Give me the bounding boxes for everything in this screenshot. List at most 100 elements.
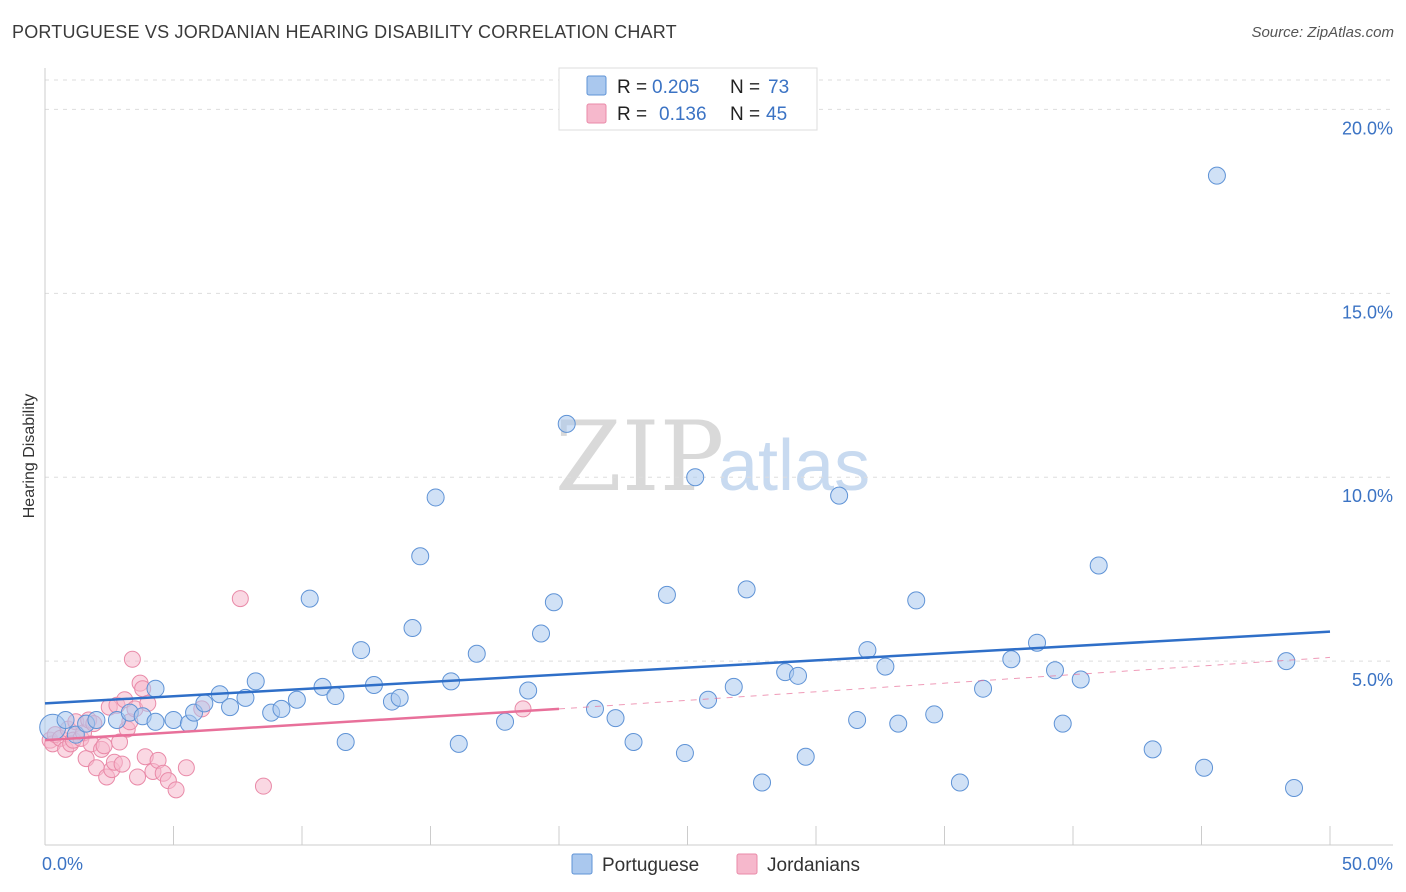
- x-ticks: [44, 826, 1331, 845]
- portuguese-point: [449, 734, 468, 753]
- portuguese-point: [950, 773, 969, 792]
- portuguese-point: [146, 712, 165, 731]
- portuguese-point: [1046, 661, 1065, 680]
- portuguese-point: [496, 712, 515, 731]
- jordanians-trend-line: [44, 707, 560, 742]
- portuguese-point: [1002, 650, 1021, 669]
- portuguese-point: [686, 468, 705, 487]
- legend-n-jordanians: 45: [766, 104, 787, 125]
- jordanians-point: [113, 755, 131, 773]
- portuguese-point: [403, 619, 422, 638]
- portuguese-point: [467, 644, 486, 663]
- jordanians-point: [123, 650, 141, 668]
- x-tick-label-0: 0.0%: [42, 854, 83, 874]
- portuguese-point: [87, 710, 106, 729]
- jordanians-trend-extension: [558, 656, 1331, 710]
- portuguese-point: [1195, 758, 1214, 777]
- portuguese-point: [753, 773, 772, 792]
- portuguese-point: [925, 705, 944, 724]
- jordanians-point: [129, 768, 147, 786]
- jordanians-point: [111, 733, 129, 751]
- portuguese-point: [1207, 166, 1226, 185]
- portuguese-point: [164, 710, 183, 729]
- jordanians-point: [177, 759, 195, 777]
- portuguese-point: [876, 657, 895, 676]
- portuguese-point: [221, 698, 240, 717]
- portuguese-point: [390, 688, 409, 707]
- portuguese-point: [724, 677, 743, 696]
- grid-lines: [45, 79, 1393, 662]
- bottom-legend-jordanians: Jordanians: [767, 855, 860, 876]
- legend-n-label-portuguese: N =: [730, 77, 760, 98]
- portuguese-point: [830, 486, 849, 505]
- bottom-legend-swatch-portuguese: [571, 853, 593, 875]
- y-tick-label: 20.0%: [1342, 118, 1393, 138]
- jordanians-point: [254, 777, 272, 795]
- portuguese-point: [557, 414, 576, 433]
- portuguese-point: [699, 690, 718, 709]
- legend-swatch-jordanians: [586, 103, 607, 124]
- jordanians-point: [95, 737, 113, 755]
- portuguese-point: [796, 747, 815, 766]
- chart-title: PORTUGUESE VS JORDANIAN HEARING DISABILI…: [12, 22, 677, 42]
- y-tick-label: 5.0%: [1352, 670, 1393, 690]
- portuguese-point: [1089, 556, 1108, 575]
- trend-lines: [44, 630, 1331, 742]
- jordanians-point: [231, 590, 249, 608]
- y-tick-label: 10.0%: [1342, 486, 1393, 506]
- portuguese-point: [287, 690, 306, 709]
- portuguese-point: [519, 681, 538, 700]
- y-tick-labels: 5.0% 10.0% 15.0% 20.0%: [1342, 118, 1393, 690]
- portuguese-points: [39, 166, 1304, 797]
- watermark-zip: ZIP: [555, 401, 724, 513]
- legend-r-label-jordanians: R =: [617, 104, 647, 125]
- bottom-legend-portuguese: Portuguese: [602, 855, 699, 876]
- portuguese-point: [544, 593, 563, 612]
- portuguese-point: [1071, 670, 1090, 689]
- portuguese-point: [426, 488, 445, 507]
- stats-legend: R = 0.205 N = 73 R = 0.136 N = 45: [558, 67, 818, 131]
- y-axis-label: Hearing Disability: [21, 394, 38, 519]
- portuguese-point: [606, 709, 625, 728]
- portuguese-point: [1285, 778, 1304, 797]
- legend-n-label-jordanians: N =: [730, 104, 760, 125]
- portuguese-point: [889, 714, 908, 733]
- jordanians-point: [167, 781, 185, 799]
- legend-r-label-portuguese: R =: [617, 77, 647, 98]
- portuguese-point: [1143, 740, 1162, 759]
- portuguese-trend-line: [44, 630, 1331, 705]
- portuguese-point: [532, 624, 551, 643]
- portuguese-point: [326, 687, 345, 706]
- jordanians-point: [514, 700, 532, 718]
- portuguese-point: [848, 710, 867, 729]
- x-tick-label-50: 50.0%: [1342, 854, 1393, 874]
- legend-n-portuguese: 73: [768, 77, 789, 98]
- portuguese-point: [195, 694, 214, 713]
- portuguese-point: [907, 591, 926, 610]
- portuguese-point: [789, 666, 808, 685]
- portuguese-point: [675, 744, 694, 763]
- legend-r-jordanians: 0.136: [659, 104, 707, 125]
- portuguese-point: [624, 733, 643, 752]
- portuguese-point: [657, 585, 676, 604]
- portuguese-point: [352, 641, 371, 660]
- portuguese-point: [974, 679, 993, 698]
- portuguese-point: [300, 589, 319, 608]
- portuguese-point: [56, 710, 75, 729]
- portuguese-point: [1053, 714, 1072, 733]
- legend-r-portuguese: 0.205: [652, 77, 700, 98]
- portuguese-point: [737, 580, 756, 599]
- bottom-legend-swatch-jordanians: [736, 853, 758, 875]
- portuguese-point: [411, 547, 430, 566]
- legend-swatch-portuguese: [586, 75, 607, 96]
- y-tick-label: 15.0%: [1342, 302, 1393, 322]
- portuguese-point: [336, 733, 355, 752]
- portuguese-point: [585, 699, 604, 718]
- portuguese-point: [146, 679, 165, 698]
- portuguese-point: [246, 672, 265, 691]
- series-legend: Portuguese Jordanians: [571, 853, 860, 876]
- jordanians-points: [41, 590, 532, 799]
- watermark: ZIP atlas: [555, 401, 870, 513]
- chart-source: Source: ZipAtlas.com: [1251, 24, 1394, 41]
